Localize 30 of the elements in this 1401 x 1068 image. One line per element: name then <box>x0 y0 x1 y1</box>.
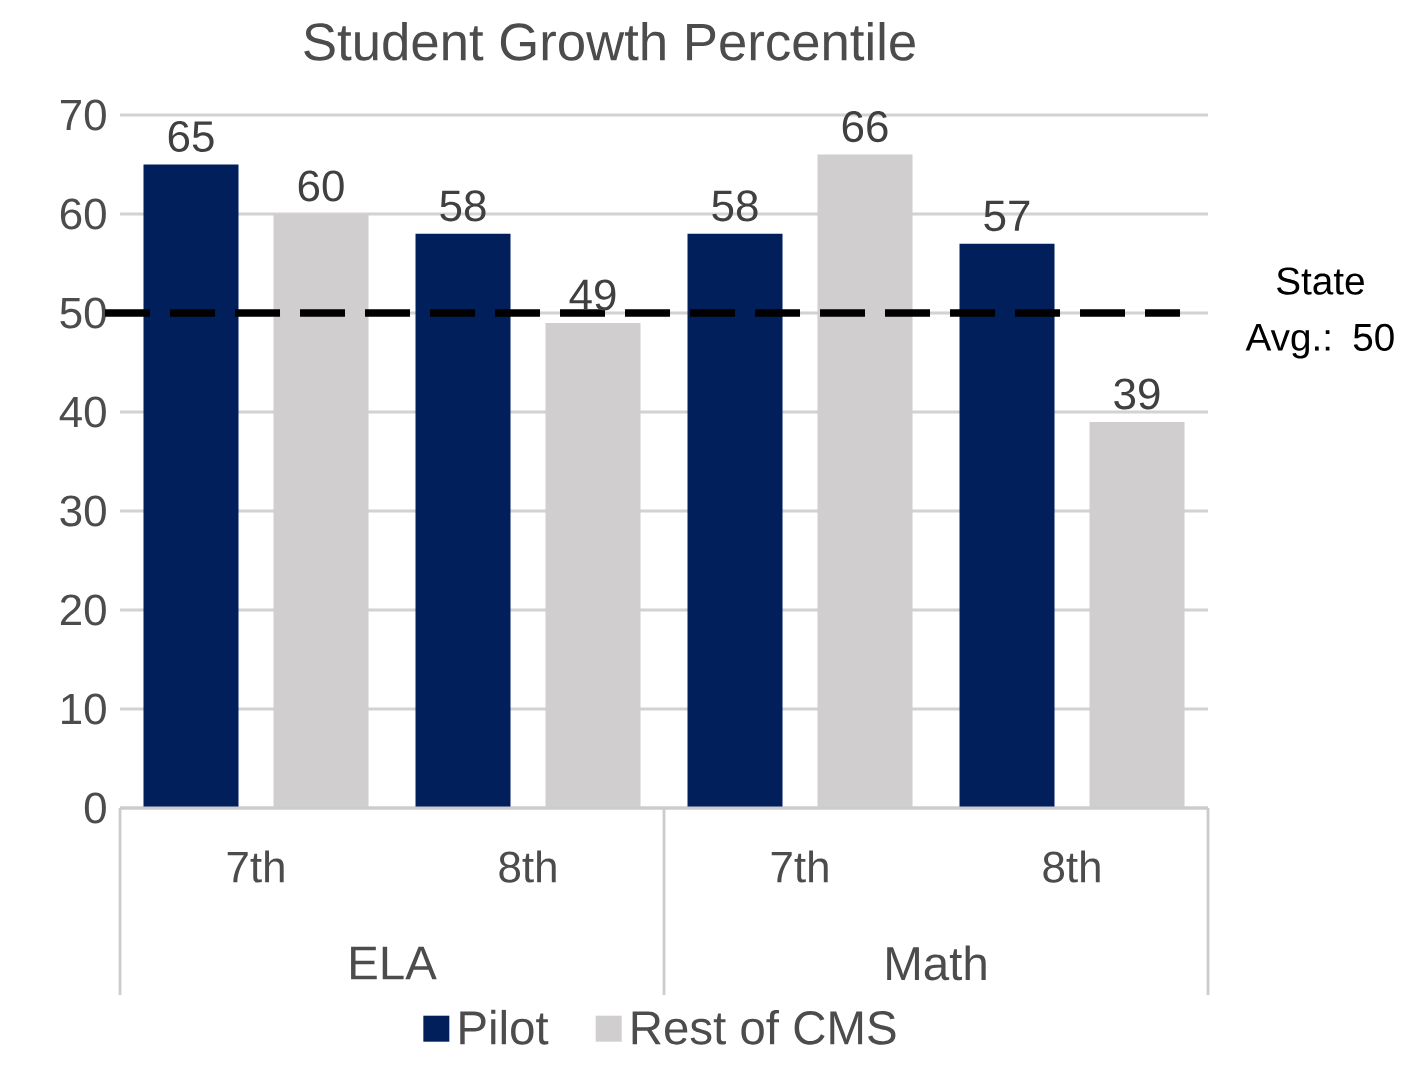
bar <box>143 164 239 808</box>
y-tick-label: 60 <box>60 198 106 230</box>
bar <box>687 233 783 808</box>
y-tick-label: 0 <box>84 792 106 824</box>
data-label: 60 <box>298 170 344 202</box>
data-label: 39 <box>1114 378 1160 410</box>
data-label: 57 <box>984 200 1030 232</box>
text: Math <box>887 945 986 981</box>
legend-label: Rest of CMS <box>632 1009 896 1045</box>
y-tick-label: 70 <box>60 99 106 131</box>
bar <box>959 243 1055 808</box>
text: ELA <box>351 946 437 980</box>
y-tick-label: 10 <box>62 693 106 725</box>
data-label: 58 <box>440 190 486 222</box>
data-label: 49 <box>569 279 616 311</box>
y-tick-label: 30 <box>60 495 106 527</box>
x-tick-label: 8th <box>499 850 556 883</box>
y-tick-label: 20 <box>60 594 106 626</box>
data-label: 58 <box>712 190 758 222</box>
data-label: 65 <box>168 121 214 153</box>
chart-title: Student Growth Percentile <box>304 21 915 61</box>
ref-line-label: State Avg.: 50 <box>1245 267 1394 359</box>
y-tick-label: 50 <box>60 297 106 329</box>
y-tick-label: 40 <box>59 396 106 428</box>
x-tick-label: 8th <box>1043 850 1100 883</box>
x-tick-label: 7th <box>227 850 284 883</box>
legend-label: Pilot <box>460 1009 549 1045</box>
data-label: 66 <box>842 111 888 143</box>
bar <box>415 233 511 808</box>
x-tick-label: 7th <box>771 850 828 883</box>
